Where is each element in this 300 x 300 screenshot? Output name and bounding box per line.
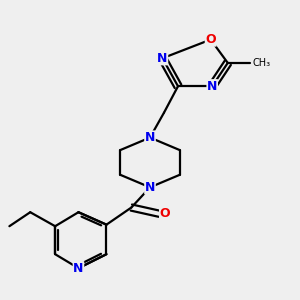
Text: N: N [157,52,168,65]
Text: N: N [73,262,84,275]
Text: CH₃: CH₃ [253,58,271,68]
Text: O: O [205,33,216,46]
Text: N: N [145,181,155,194]
Text: N: N [145,131,155,144]
Text: N: N [207,80,217,93]
Text: O: O [160,207,170,220]
